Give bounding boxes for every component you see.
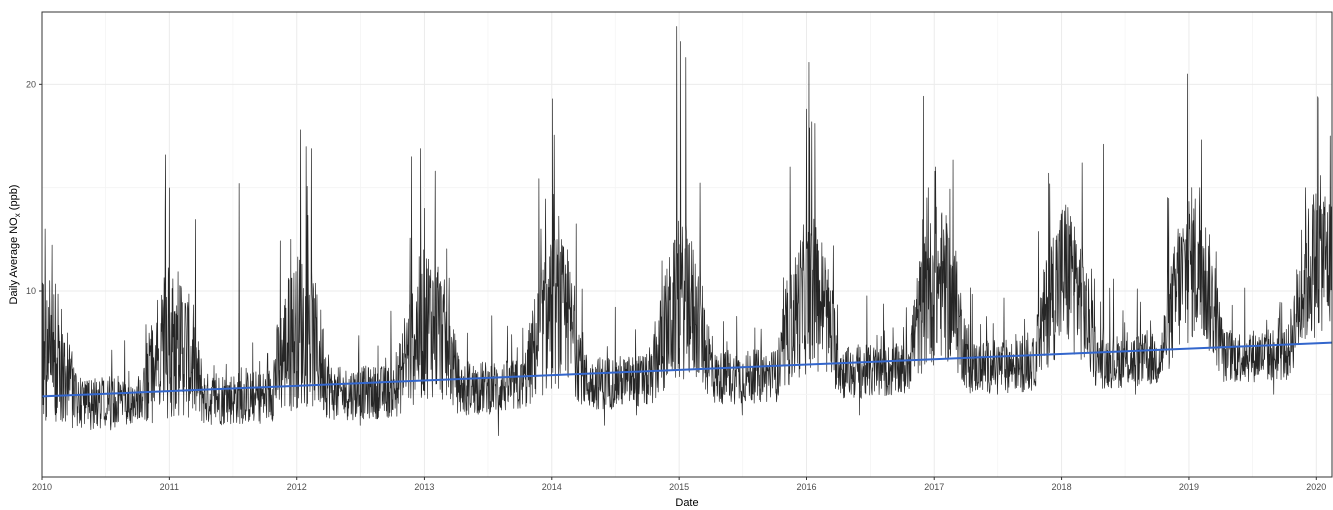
grid-lines bbox=[41, 12, 1332, 477]
y-axis-title-subscript: x bbox=[13, 213, 22, 217]
x-axis-title: Date bbox=[675, 497, 698, 509]
y-axis-title: Daily Average NOx (ppb) bbox=[8, 185, 22, 305]
x-tick-label: 2018 bbox=[1052, 482, 1072, 492]
trend-line bbox=[41, 341, 1333, 398]
x-axis-ticks: 2010 2011 2012 2013 2014 2015 2016 2017 2018 2019… bbox=[32, 477, 1326, 492]
daily-no2-line bbox=[41, 26, 1333, 437]
x-tick-label: 2020 bbox=[1306, 482, 1326, 492]
y-axis-ticks: 10 20 bbox=[26, 79, 42, 296]
y-axis-title-main: Daily Average NO bbox=[8, 217, 20, 305]
x-tick-label: 2013 bbox=[414, 482, 434, 492]
x-tick-label: 2011 bbox=[160, 482, 179, 492]
x-tick-label: 2017 bbox=[924, 482, 944, 492]
x-tick-label: 2015 bbox=[669, 482, 689, 492]
y-axis-title-unit: (ppb) bbox=[8, 185, 20, 214]
panel-border bbox=[41, 11, 1333, 478]
x-tick-label: 2019 bbox=[1179, 482, 1199, 492]
y-tick-label: 20 bbox=[26, 79, 36, 89]
x-tick-label: 2016 bbox=[796, 482, 816, 492]
daily-no2-series bbox=[41, 26, 1333, 437]
x-tick-label: 2014 bbox=[542, 482, 562, 492]
x-tick-label: 2010 bbox=[32, 482, 52, 492]
y-tick-label: 10 bbox=[26, 286, 36, 296]
x-tick-label: 2012 bbox=[287, 482, 307, 492]
